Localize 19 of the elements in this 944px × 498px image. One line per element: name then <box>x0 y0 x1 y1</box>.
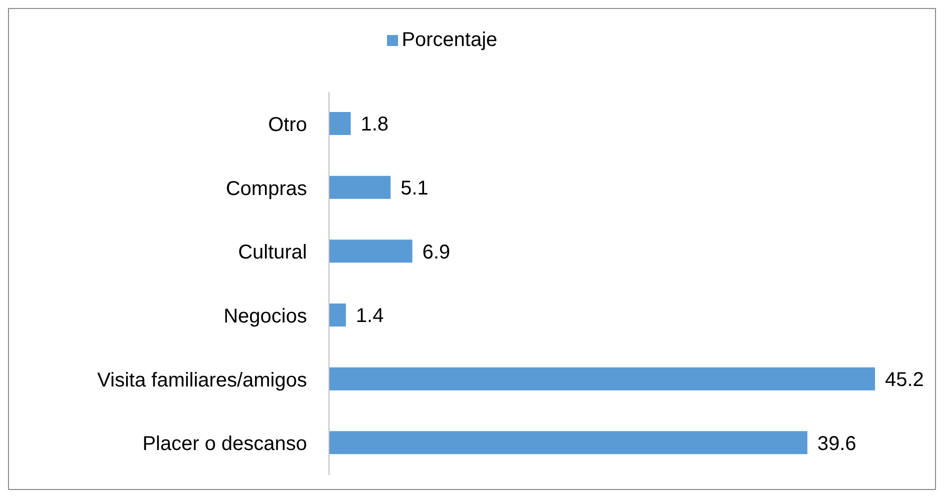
y-tick-label: Otro <box>268 114 307 136</box>
bar <box>329 176 391 199</box>
data-label: 6.9 <box>422 241 450 264</box>
data-label: 1.8 <box>360 114 389 136</box>
bar <box>329 304 346 326</box>
bar <box>329 367 875 390</box>
bar <box>329 112 351 135</box>
data-label: 39.6 <box>817 432 856 455</box>
data-label: 5.1 <box>400 177 428 200</box>
y-tick-label: Placer o descanso <box>142 433 307 456</box>
bar <box>329 240 412 263</box>
bar <box>329 431 808 454</box>
y-tick-label: Negocios <box>224 306 307 328</box>
data-label: 1.4 <box>356 305 384 328</box>
legend-label: Porcentaje <box>402 29 498 51</box>
y-tick-label: Cultural <box>238 242 307 264</box>
data-label: 45.2 <box>885 368 924 391</box>
y-tick-label: Visita familiares/amigos <box>97 369 307 392</box>
y-tick-label: Compras <box>226 178 307 200</box>
